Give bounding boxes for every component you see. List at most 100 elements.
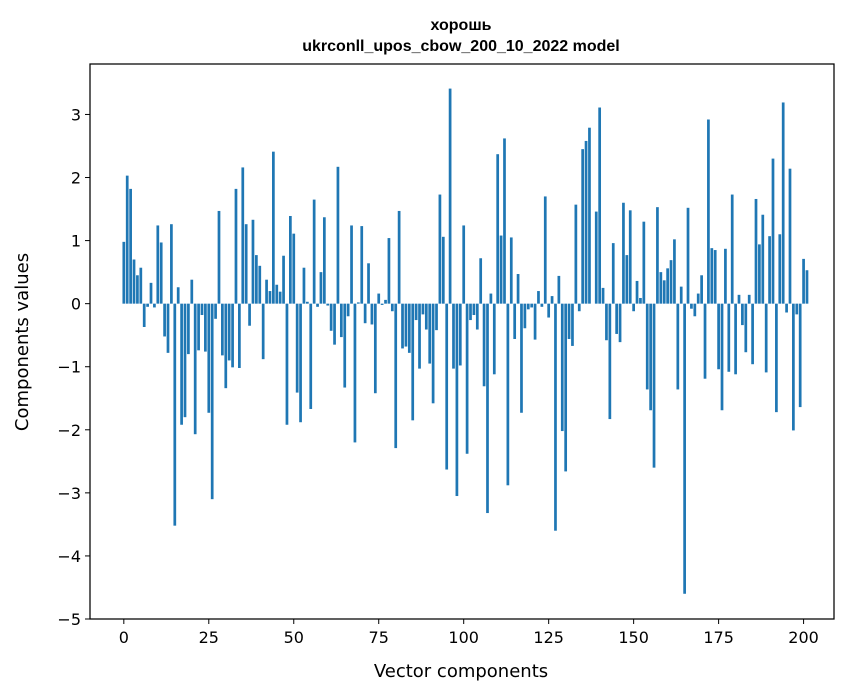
bar-158 [659, 272, 663, 304]
bar-95 [445, 303, 449, 470]
bar-199 [798, 303, 802, 408]
bar-188 [761, 214, 765, 304]
bar-198 [795, 303, 799, 315]
bar-135 [581, 149, 585, 304]
bar-123 [540, 303, 544, 307]
bar-24 [204, 303, 207, 352]
x-tick-label-50: 50 [284, 628, 304, 647]
bar-185 [751, 303, 754, 365]
bar-61 [329, 303, 333, 331]
bar-166 [686, 207, 690, 304]
bar-23 [200, 303, 204, 316]
y-tick-label-3: 3 [71, 105, 81, 124]
x-tick-label-0: 0 [119, 628, 129, 647]
bar-20 [190, 279, 194, 304]
bar-126 [550, 296, 554, 304]
bar-102 [469, 303, 472, 321]
bar-131 [567, 303, 571, 339]
bar-1 [125, 175, 129, 304]
bar-117 [520, 303, 523, 413]
bar-34 [238, 303, 241, 368]
bar-19 [187, 303, 190, 355]
bar-53 [302, 267, 306, 304]
bar-47 [282, 255, 285, 304]
bar-116 [516, 274, 520, 304]
bar-52 [299, 303, 302, 423]
y-axis-ticks: −5 −4 −3 −2 −1 0 1 2 3 [57, 105, 90, 629]
bar-113 [506, 303, 510, 486]
bar-149 [628, 210, 632, 304]
bar-110 [496, 154, 500, 304]
bar-58 [319, 272, 323, 304]
bar-176 [720, 303, 724, 411]
bar-14 [170, 224, 173, 304]
bar-57 [316, 303, 319, 307]
bar-178 [727, 303, 731, 372]
y-tick-label--3: −3 [57, 484, 81, 503]
bar-128 [557, 275, 561, 304]
bar-193 [778, 234, 782, 304]
bar-82 [401, 303, 404, 349]
bar-129 [560, 303, 564, 432]
bar-80 [394, 303, 398, 449]
bar-197 [792, 303, 795, 431]
bar-63 [336, 166, 340, 304]
bar-18 [183, 303, 187, 418]
bar-73 [370, 303, 374, 325]
y-tick-label--2: −2 [57, 421, 81, 440]
x-axis-ticks: 0 25 50 75 100 125 150 175 200 [119, 619, 819, 647]
bar-38 [251, 219, 255, 304]
y-axis-label: Components values [12, 253, 33, 431]
bar-108 [489, 293, 493, 304]
bar-181 [737, 294, 741, 304]
bar-172 [707, 119, 710, 304]
bar-49 [289, 215, 292, 304]
bar-160 [666, 268, 669, 304]
bar-122 [537, 291, 540, 304]
bar-69 [356, 302, 360, 304]
bar-16 [176, 287, 180, 304]
bar-6 [142, 303, 146, 327]
bar-120 [530, 303, 534, 308]
bar-127 [554, 303, 557, 531]
bar-4 [136, 275, 139, 304]
x-tick-label-200: 200 [788, 628, 819, 647]
bar-88 [421, 303, 425, 315]
bar-89 [424, 303, 428, 330]
bar-79 [390, 303, 394, 312]
bar-145 [615, 303, 619, 334]
y-tick-label-2: 2 [71, 169, 81, 188]
bar-98 [455, 303, 459, 497]
bar-152 [639, 297, 642, 304]
bar-45 [275, 284, 279, 304]
x-tick-label-150: 150 [618, 628, 649, 647]
bar-144 [611, 243, 615, 304]
bar-29 [221, 303, 224, 356]
bar-77 [384, 299, 387, 304]
bar-105 [479, 258, 483, 304]
y-tick-label-0: 0 [71, 295, 81, 314]
bar-27 [214, 303, 217, 319]
bar-195 [785, 303, 788, 313]
bar-22 [197, 303, 200, 351]
bar-190 [768, 236, 771, 304]
bar-40 [258, 265, 262, 304]
bar-148 [625, 255, 629, 304]
bar-133 [574, 204, 578, 304]
x-tick-label-125: 125 [533, 628, 564, 647]
bar-78 [387, 238, 391, 304]
chart-title-line1: хорошь [431, 17, 492, 34]
bar-183 [744, 303, 748, 353]
bar-107 [486, 303, 489, 514]
bar-44 [272, 151, 275, 304]
bar-50 [292, 233, 296, 304]
bar-81 [397, 210, 401, 304]
bar-55 [309, 303, 313, 409]
bar-11 [159, 242, 163, 304]
bar-139 [594, 211, 598, 304]
bar-84 [407, 303, 411, 353]
bar-15 [173, 303, 177, 526]
bar-70 [360, 226, 364, 304]
bar-186 [754, 198, 758, 304]
bar-121 [533, 303, 537, 340]
